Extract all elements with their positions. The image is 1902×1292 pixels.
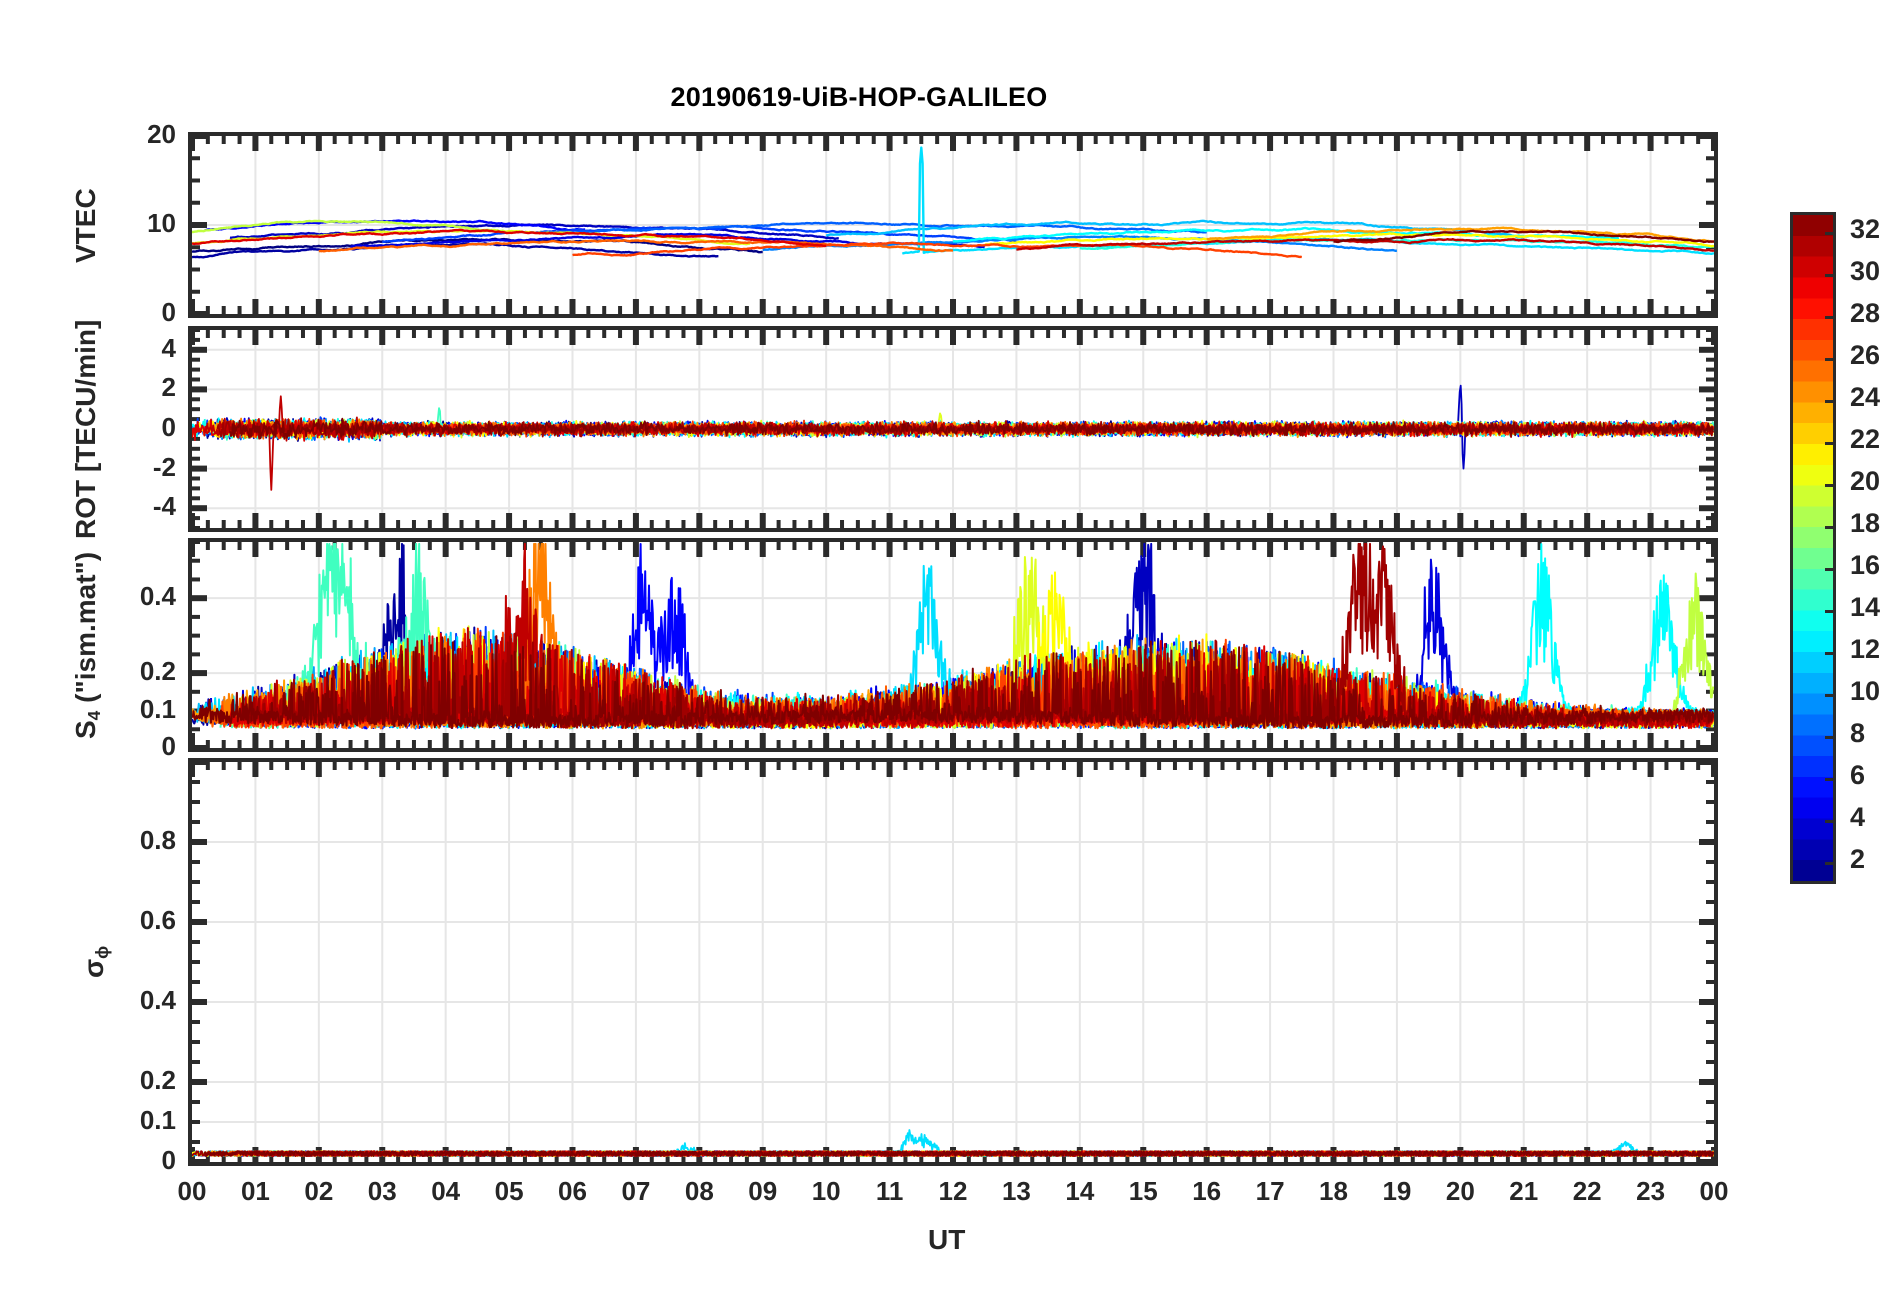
colorbar-ticklabel-13: 6	[1850, 760, 1866, 790]
colorbar-tickmark-7	[1825, 526, 1836, 529]
colorbar-tickmark-4	[1825, 400, 1836, 403]
xtick-12: 12	[938, 1176, 968, 1206]
ytick-sigmaphi-1: 0.1	[139, 1105, 176, 1135]
xtick-14: 14	[1065, 1176, 1095, 1206]
xtick-10: 10	[811, 1176, 841, 1206]
xtick-9: 09	[748, 1176, 778, 1206]
colorbar-ticklabel-1: 30	[1850, 256, 1881, 286]
ytick-s4-1: 0.1	[139, 693, 176, 724]
xtick-20: 20	[1445, 1176, 1475, 1206]
colorbar-ticklabel-14: 4	[1850, 802, 1866, 832]
colorbar-gradient	[1790, 212, 1836, 884]
colorbar-tickmark-12	[1825, 736, 1836, 739]
colorbar-ticklabel-12: 8	[1850, 718, 1866, 748]
panel-sigmaphi	[188, 758, 1718, 1166]
colorbar-ticklabel-3: 26	[1850, 340, 1881, 370]
colorbar-tickmark-13	[1825, 778, 1836, 781]
xtick-21: 21	[1509, 1176, 1539, 1206]
colorbar-ticklabel-11: 10	[1850, 676, 1881, 706]
panel-vtec	[188, 132, 1718, 318]
colorbar-tickmark-1	[1825, 274, 1836, 277]
colorbar-tickmark-6	[1825, 484, 1836, 487]
xtick-19: 19	[1382, 1176, 1412, 1206]
colorbar-tickmark-14	[1825, 820, 1836, 823]
ytick-vtec-2: 20	[147, 119, 176, 149]
colorbar-tickmark-9	[1825, 610, 1836, 613]
xtick-2: 02	[304, 1176, 334, 1206]
colorbar-ticklabel-10: 12	[1850, 634, 1881, 664]
colorbar-ticklabel-7: 18	[1850, 508, 1881, 538]
colorbar-tickmark-0	[1825, 232, 1836, 235]
ytick-sigmaphi-5: 0.8	[139, 825, 176, 855]
xtick-17: 17	[1255, 1176, 1285, 1206]
colorbar-ticklabel-9: 14	[1850, 592, 1881, 622]
ytick-rot-1: 2	[161, 372, 176, 403]
colorbar-ticklabel-4: 24	[1850, 382, 1881, 412]
xtick-6: 06	[558, 1176, 587, 1206]
colorbar-ticklabel-0: 32	[1850, 214, 1881, 244]
xtick-15: 15	[1128, 1176, 1158, 1206]
ytick-sigmaphi-0: 0	[161, 1145, 176, 1175]
xtick-16: 16	[1192, 1176, 1222, 1206]
xaxis-label-ut: UT	[928, 1224, 966, 1255]
xtick-8: 08	[684, 1176, 714, 1206]
panel-rot	[188, 326, 1718, 532]
ytick-sigmaphi-2: 0.2	[139, 1065, 176, 1095]
panel-s4	[188, 538, 1718, 752]
ytick-sigmaphi-3: 0.4	[139, 985, 176, 1015]
colorbar-tickmark-5	[1825, 442, 1836, 445]
xtick-7: 07	[621, 1176, 651, 1206]
xtick-1: 01	[240, 1176, 270, 1206]
xtick-11: 11	[875, 1176, 904, 1206]
colorbar-ticklabel-6: 20	[1850, 466, 1881, 496]
xtick-13: 13	[1001, 1176, 1031, 1206]
xtick-18: 18	[1319, 1176, 1348, 1206]
colorbar-tickmark-15	[1825, 862, 1836, 865]
colorbar-ticklabel-15: 2	[1850, 844, 1866, 874]
colorbar-tickmark-2	[1825, 316, 1836, 319]
ytick-vtec-1: 10	[147, 208, 176, 238]
ytick-s4-0: 0	[161, 731, 176, 761]
colorbar-ticklabel-2: 28	[1850, 298, 1881, 328]
xtick-5: 05	[494, 1176, 524, 1206]
ytick-rot-2: 0	[161, 412, 176, 442]
xtick-3: 03	[367, 1176, 397, 1206]
ytick-s4-2: 0.2	[139, 656, 176, 687]
ytick-s4-3: 0.4	[139, 581, 176, 612]
colorbar-tickmark-11	[1825, 694, 1836, 697]
ytick-rot-4: -4	[152, 491, 176, 522]
colorbar-ticklabel-8: 16	[1850, 550, 1881, 580]
figure-title: 20190619-UiB-HOP-GALILEO	[670, 82, 1048, 112]
xtick-4: 04	[431, 1176, 461, 1206]
xtick-24: 00	[1699, 1176, 1729, 1206]
ytick-sigmaphi-4: 0.6	[139, 905, 176, 935]
colorbar-tickmark-3	[1825, 358, 1836, 361]
ytick-rot-3: -2	[152, 451, 176, 482]
colorbar-tickmark-10	[1825, 652, 1836, 655]
xtick-0: 00	[177, 1176, 207, 1206]
colorbar-ticklabel-5: 22	[1850, 424, 1881, 454]
colorbar-tickmark-8	[1825, 568, 1836, 571]
xtick-22: 22	[1572, 1176, 1602, 1206]
ytick-rot-0: 4	[161, 332, 176, 363]
xtick-23: 23	[1636, 1176, 1666, 1206]
ytick-vtec-0: 0	[161, 297, 176, 327]
